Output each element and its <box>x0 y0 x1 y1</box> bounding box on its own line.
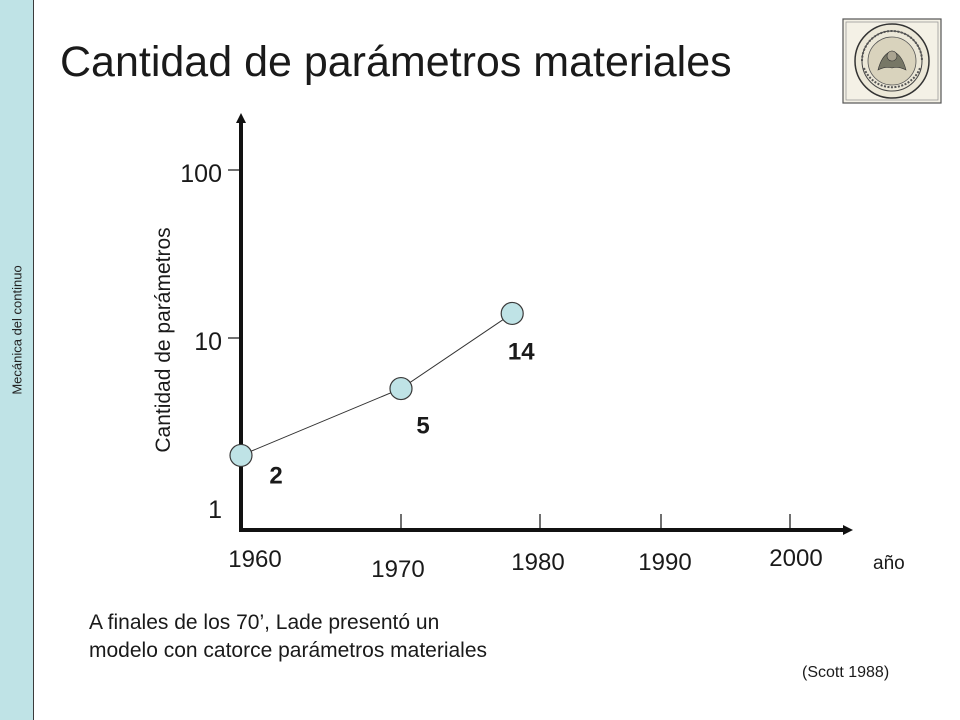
series-line <box>240 313 513 456</box>
caption-line-2: modelo con catorce parámetros materiales <box>89 639 488 662</box>
x-ticks: 1960 1970 1980 1990 2000 <box>228 514 823 583</box>
caption-line-1: A finales de los 70’, Lade presentó un <box>89 611 440 634</box>
data-label-2: 2 <box>269 462 282 489</box>
y-tick-label-10: 10 <box>194 328 222 356</box>
y-tick-label-100: 100 <box>180 160 222 188</box>
data-label-14: 14 <box>508 338 535 365</box>
university-seal-logo <box>842 18 942 104</box>
data-point-5 <box>389 376 413 401</box>
x-tick-label-1990: 1990 <box>638 549 691 576</box>
data-point-14 <box>500 301 524 326</box>
caption: A finales de los 70’, Lade presentó un m… <box>89 609 487 665</box>
x-tick-label-1980: 1980 <box>511 549 564 576</box>
x-tick-label-1970: 1970 <box>371 556 424 583</box>
data-label-5: 5 <box>416 413 429 440</box>
source-citation: (Scott 1988) <box>802 664 890 681</box>
x-axis-label: año <box>873 553 905 574</box>
x-tick-label-1960: 1960 <box>228 546 281 573</box>
y-axis-label: Cantidad de parámetros <box>152 227 175 452</box>
x-tick-label-2000: 2000 <box>769 545 822 572</box>
sidebar: Mecánica del continuo <box>0 0 34 720</box>
y-ticks: 1 10 100 <box>180 160 241 524</box>
slide-title: Cantidad de parámetros materiales <box>60 38 732 86</box>
y-tick-label-1: 1 <box>208 496 222 524</box>
data-point-2 <box>229 443 253 468</box>
data-series: 2 5 14 <box>229 301 535 489</box>
